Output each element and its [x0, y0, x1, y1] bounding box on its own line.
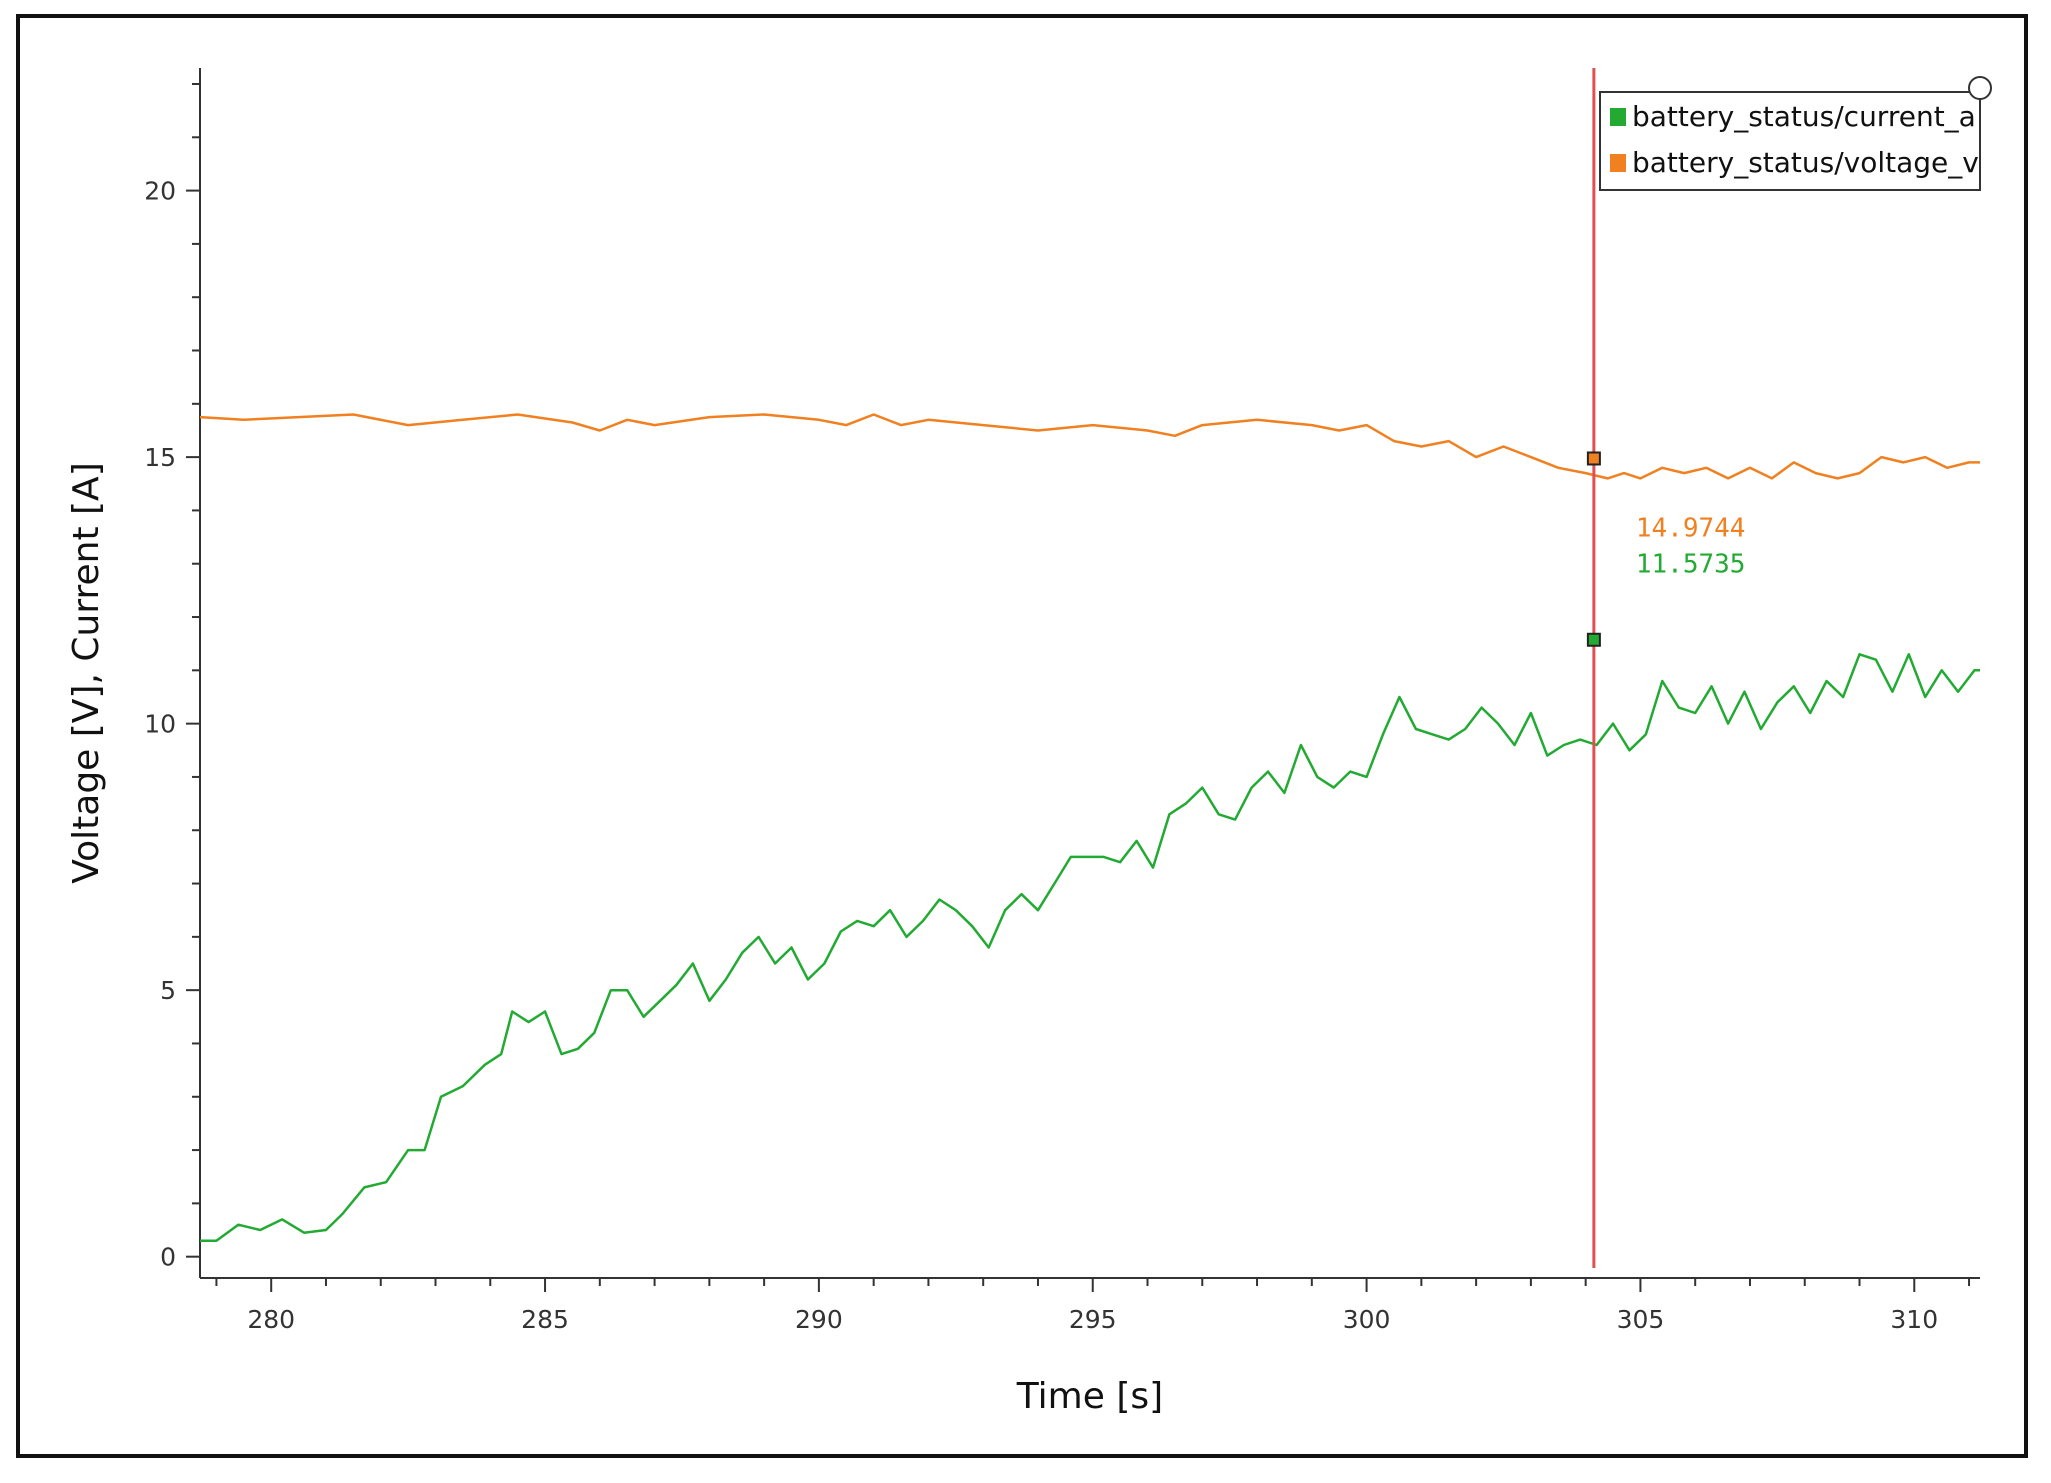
x-tick-label: 310 — [1890, 1305, 1938, 1334]
series-line-0 — [200, 653, 1980, 1242]
legend-box — [1599, 91, 1981, 191]
x-tick-label: 280 — [247, 1305, 295, 1334]
x-tick-label: 295 — [1069, 1305, 1117, 1334]
chart-frame: 280 285 290 295 300 305 310 0 5 10 15 20 14.9744 11… — [16, 14, 2028, 1458]
axes — [199, 68, 1980, 1279]
legend-label-0: battery_status/current_a — [1632, 100, 1976, 133]
x-tick-label: 305 — [1617, 1305, 1665, 1334]
plot-area[interactable] — [200, 68, 1980, 1278]
x-tick-label: 285 — [521, 1305, 569, 1334]
x-tick-label: 300 — [1343, 1305, 1391, 1334]
y-tick-label: 15 — [144, 443, 176, 472]
y-tick-label: 20 — [144, 177, 176, 206]
x-axis-title: Time [s] — [1016, 1376, 1163, 1417]
cursor-marker-1 — [1586, 632, 1601, 647]
series-line-1 — [199, 413, 1980, 480]
y-tick-label: 10 — [144, 710, 176, 739]
y-axis-ticks: 0 5 10 15 20 — [144, 82, 200, 1272]
legend-swatch-1 — [1610, 154, 1626, 172]
x-axis-ticks: 280 285 290 295 300 305 310 — [215, 1278, 1971, 1334]
y-tick-label: 5 — [160, 976, 176, 1005]
legend-items: battery_status/current_a battery_status/v… — [1610, 100, 1979, 179]
cursor-readout-1: 11.5735 — [1636, 549, 1746, 579]
series-layer — [199, 413, 1980, 1242]
plot-background — [200, 68, 1980, 1278]
x-tick-label: 290 — [795, 1305, 843, 1334]
y-tick-label: 0 — [160, 1243, 176, 1272]
legend-swatch-0 — [1610, 108, 1626, 126]
y-axis-title: Voltage [V], Current [A] — [66, 462, 107, 883]
legend-drag-handle[interactable] — [1968, 76, 1992, 100]
legend-label-1: battery_status/voltage_v — [1632, 146, 1979, 179]
legend[interactable]: battery_status/current_a battery_status/v… — [1599, 76, 1992, 191]
cursor-marker-0 — [1586, 451, 1601, 466]
cursor-readout-0: 14.9744 — [1636, 513, 1746, 543]
chart-canvas: 280 285 290 295 300 305 310 0 5 10 15 20 14.9744 11… — [66, 68, 1992, 1417]
cursor-layer[interactable]: 14.9744 11.5735 — [1586, 68, 1746, 1268]
